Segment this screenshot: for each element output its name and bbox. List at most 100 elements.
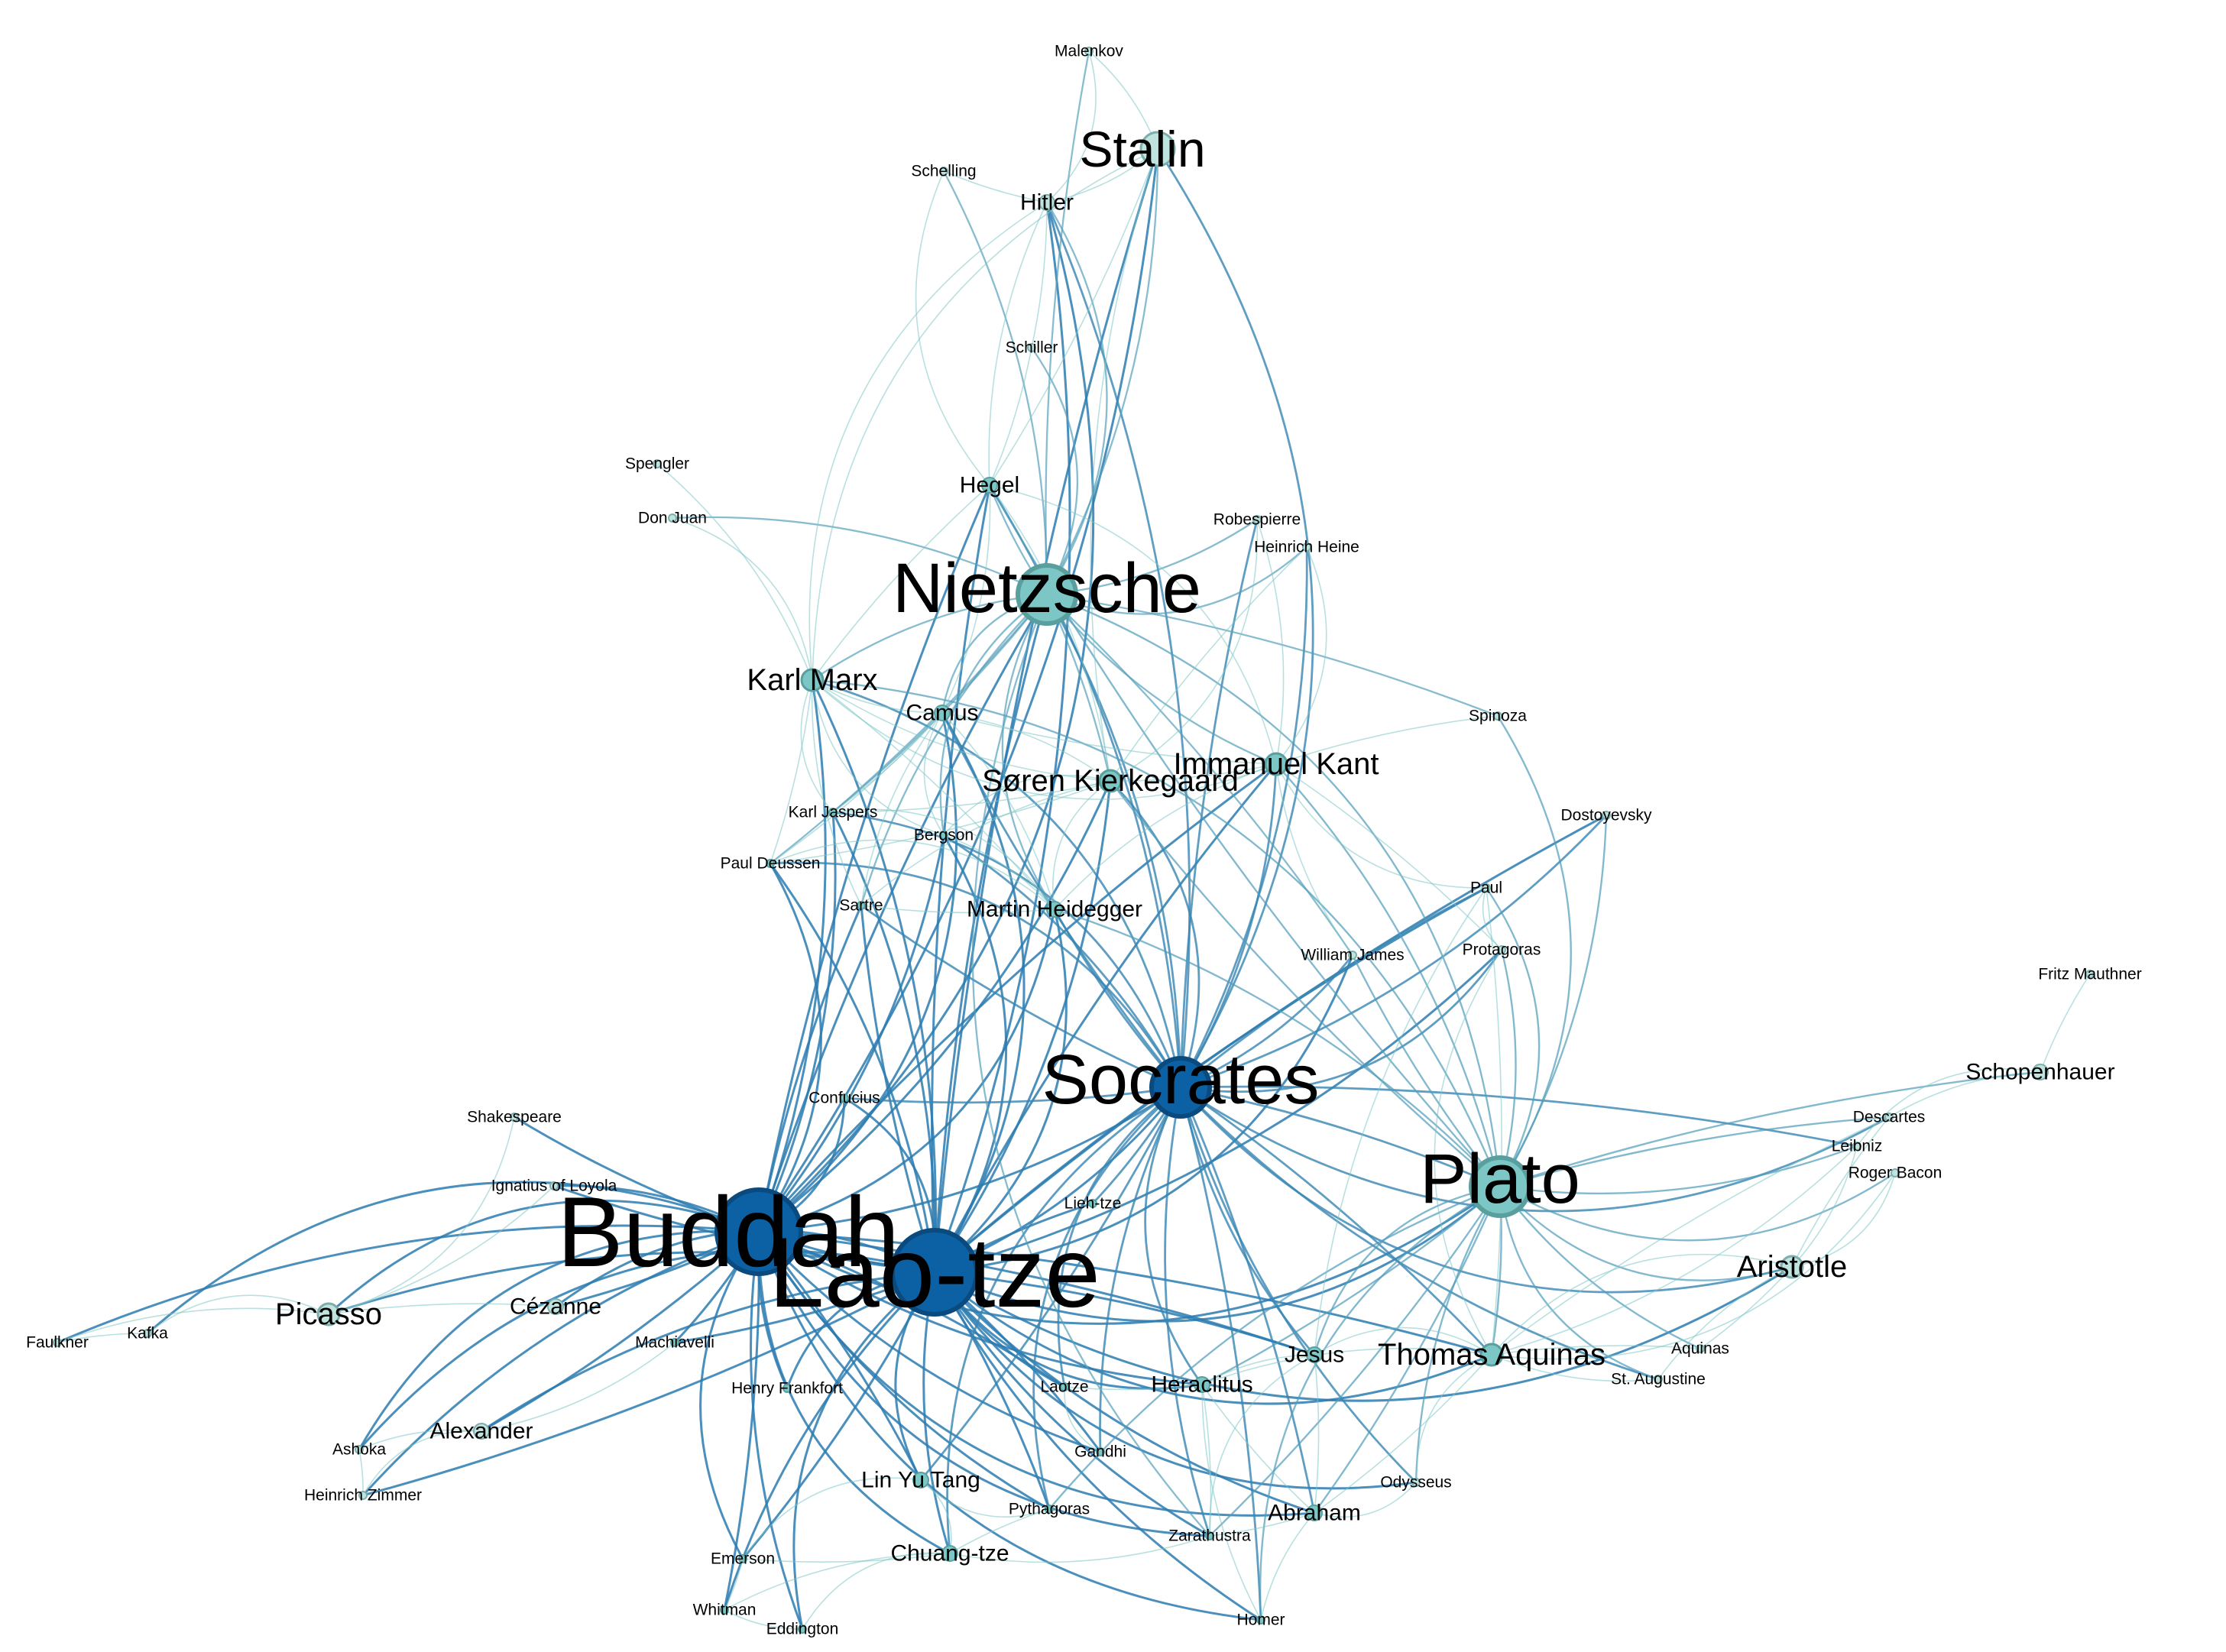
node-leibniz[interactable] [1852,1142,1861,1151]
node-protagoras[interactable] [1497,945,1506,954]
node-laotze[interactable] [890,1228,979,1317]
edge-plato-aquinas [1499,1185,1702,1350]
node-socrates[interactable] [1149,1056,1212,1119]
node-bacon[interactable] [1891,1168,1900,1177]
node-whitman[interactable] [720,1605,729,1615]
node-cezanne[interactable] [547,1298,564,1315]
node-donjuan[interactable] [668,513,677,523]
node-spengler[interactable] [653,459,662,468]
node-malenkov[interactable] [1084,47,1094,56]
node-descartes[interactable] [1884,1113,1894,1122]
node-label-leibniz: Leibniz [1832,1138,1883,1155]
node-label-marx: Karl Marx [747,663,877,697]
node-liehtze[interactable] [1088,1199,1097,1208]
node-bergson[interactable] [939,831,948,840]
node-spinoza[interactable] [1493,711,1502,721]
edge-buddah-sartre [757,904,863,1233]
node-schopenhauer[interactable] [2032,1064,2049,1080]
node-eddington[interactable] [798,1624,807,1634]
node-stalin[interactable] [1139,131,1176,167]
node-shakespeare[interactable] [510,1113,519,1122]
node-heraclitus[interactable] [1194,1376,1210,1393]
node-label-socrates: Socrates [1042,1041,1319,1119]
node-marx[interactable] [800,668,825,692]
node-plato[interactable] [1469,1155,1531,1218]
edge-socrates-odysseus [1179,1086,1418,1484]
edge-picasso-cezanne [328,1303,556,1315]
node-zimmer[interactable] [358,1491,368,1500]
edge-hitler-schiller [1031,202,1048,348]
edge-laotze-aristotle [933,1265,1793,1402]
node-homer[interactable] [1256,1615,1265,1624]
node-abraham[interactable] [1306,1505,1323,1521]
node-mauthner[interactable] [2085,970,2095,979]
node-machiavelli[interactable] [670,1338,679,1347]
edge-buddah-abraham [757,1230,1316,1517]
node-faulkner[interactable] [53,1338,62,1347]
edge-nietzsche-deussen [769,593,1048,865]
node-frankfort[interactable] [783,1384,792,1393]
node-kafka[interactable] [143,1329,152,1338]
node-hitler[interactable] [1038,194,1055,211]
node-label-shakespeare: Shakespeare [467,1109,562,1126]
node-heidegger[interactable] [1046,901,1063,918]
edge-buddah-heidegger [757,908,1056,1233]
node-chuangtze[interactable] [941,1545,958,1562]
edge-aristotle-augustine [1657,1266,1793,1380]
node-zarathustra[interactable] [1205,1531,1214,1540]
node-james[interactable] [1348,951,1357,960]
edge-marx-kierkegaard [812,679,1111,782]
node-label-laotze2: Laotze [1040,1378,1088,1396]
edge-nietzsche-spinoza [1045,593,1499,717]
node-dostoyevsky[interactable] [1602,811,1611,820]
node-jaspers[interactable] [828,808,838,817]
node-kant[interactable] [1264,752,1288,776]
node-kierkegaard[interactable] [1098,769,1123,793]
labels-layer: Stalin Malenkov Schelling Hitler Schiller Spe… [26,43,2142,1638]
node-pythagoras[interactable] [1045,1505,1054,1514]
edge-stalin-marx [812,148,1158,681]
node-sartre[interactable] [857,901,866,910]
node-jesus[interactable] [1306,1346,1323,1363]
node-robespierre[interactable] [1252,515,1262,524]
edge-plato-augustine [1499,1185,1660,1381]
node-camus[interactable] [934,705,951,721]
node-emerson[interactable] [738,1554,747,1563]
node-heine[interactable] [1302,543,1311,552]
edge-aquinas_thomas-aquinas [1491,1345,1701,1356]
node-label-sartre: Sartre [839,897,883,915]
node-aquinas_thomas[interactable] [1479,1343,1504,1367]
edge-kant-robespierre [1256,519,1285,765]
edge-socrates-protagoras [1179,948,1503,1093]
node-gandhi[interactable] [1096,1447,1105,1456]
node-alexander[interactable] [473,1423,490,1440]
edge-buddah-whitman [723,1230,760,1612]
edge-plato-descartes [1499,1116,1891,1188]
node-ashoka[interactable] [355,1445,364,1454]
node-schelling[interactable] [939,167,948,176]
node-paul[interactable] [1482,883,1491,892]
edge-paul-aquinas_thomas [1486,887,1502,1356]
node-buddah[interactable] [714,1187,803,1276]
node-augustine[interactable] [1654,1375,1663,1384]
node-label-hegel: Hegel [960,473,1019,498]
node-schiller[interactable] [1027,343,1036,352]
node-picasso[interactable] [316,1302,341,1326]
node-aquinas[interactable] [1696,1344,1705,1353]
node-laotze2[interactable] [1060,1382,1069,1391]
node-nietzsche[interactable] [1016,563,1078,626]
node-deussen[interactable] [766,859,775,868]
node-linyutang[interactable] [912,1472,929,1488]
node-hegel[interactable] [981,477,998,494]
edge-kierkegaard-robespierre [1110,519,1259,782]
node-label-aquinas_thomas: Thomas Aquinas [1378,1338,1606,1372]
node-confucius[interactable] [840,1093,849,1103]
nodes-layer [53,47,2095,1634]
edge-kierkegaard-heine [1110,546,1307,782]
edge-heidegger-camus [941,712,1055,910]
node-aristotle[interactable] [1780,1255,1804,1279]
edge-socrates-descartes [1179,1086,1891,1213]
node-loyola[interactable] [549,1181,559,1190]
node-odysseus[interactable] [1411,1478,1421,1487]
edge-protagoras-aquinas_thomas [1434,949,1502,1356]
